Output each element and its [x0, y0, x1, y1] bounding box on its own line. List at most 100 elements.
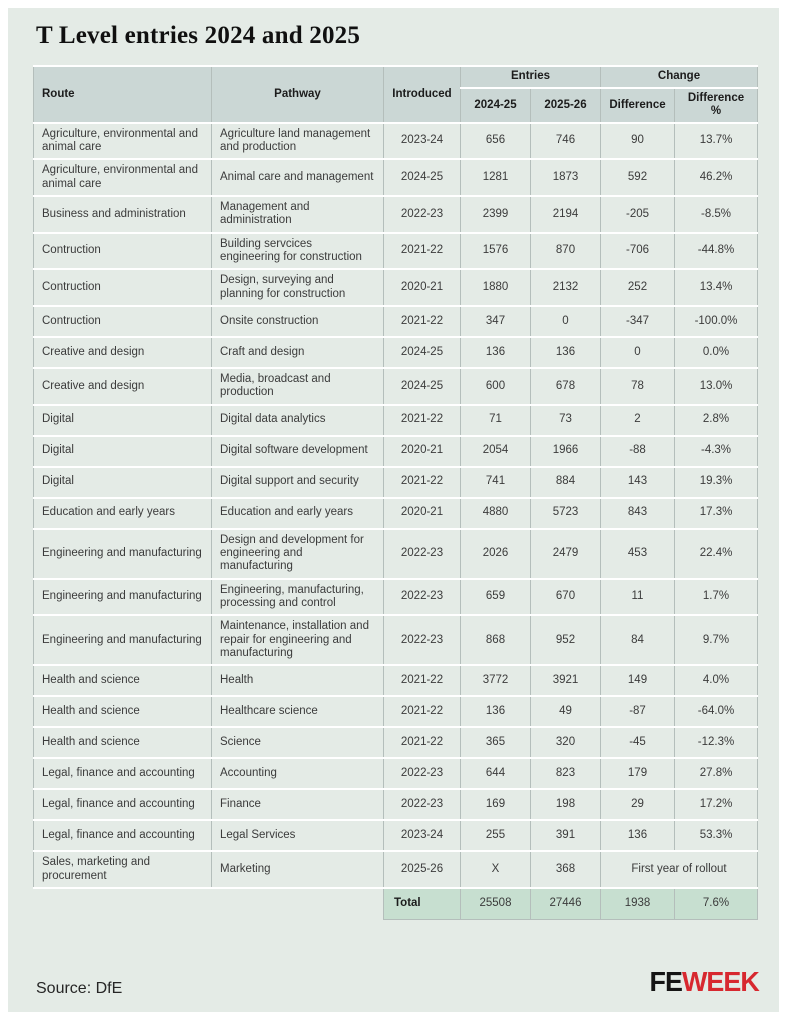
- feweek-logo-fe: FE: [649, 966, 683, 997]
- entries-2024-25-cell: 169: [460, 788, 531, 822]
- entries-2025-26-cell: 823: [530, 757, 601, 791]
- entries-2024-25-cell: 255: [460, 819, 531, 853]
- route-cell: Engineering and manufacturing: [33, 614, 212, 667]
- entries-2025-26-cell: 884: [530, 465, 601, 499]
- table-row: Creative and design Media, broadcast and …: [33, 366, 759, 406]
- route-cell: Agriculture, environmental and animal ca…: [33, 158, 212, 197]
- total-difference-cell: 1938: [600, 887, 675, 921]
- entries-2025-26-cell: 73: [530, 403, 601, 437]
- route-cell: Sales, marketing and procurement: [33, 850, 212, 889]
- pathway-cell: Health: [211, 664, 384, 698]
- table-row: Digital Digital data analytics 2021-22 71 73…: [33, 403, 759, 437]
- entries-2025-26-cell: 1873: [530, 158, 601, 197]
- introduced-cell: 2020-21: [383, 496, 461, 530]
- pathway-cell: Education and early years: [211, 496, 384, 530]
- difference-pct-cell: 4.0%: [673, 664, 759, 698]
- entries-2025-26-cell: 320: [530, 726, 601, 760]
- introduced-cell: 2022-23: [383, 527, 461, 580]
- route-cell: Legal, finance and accounting: [33, 819, 212, 853]
- pathway-cell: Marketing: [211, 850, 384, 889]
- pathway-cell: Digital software development: [211, 434, 384, 468]
- difference-pct-cell: 17.2%: [673, 788, 759, 822]
- source-credit: Source: DfE: [36, 980, 123, 997]
- t-level-entries-table: Route Pathway Introduced Entries Change …: [33, 65, 759, 921]
- entries-2025-26-cell: 391: [530, 819, 601, 853]
- difference-cell: -706: [600, 231, 675, 271]
- route-cell: Engineering and manufacturing: [33, 577, 212, 617]
- route-cell: Digital: [33, 403, 212, 437]
- column-group-change: Change: [599, 65, 759, 89]
- pathway-cell: Digital support and security: [211, 465, 384, 499]
- difference-cell: 179: [600, 757, 675, 791]
- difference-cell: 0: [600, 335, 675, 369]
- column-header-pathway: Pathway: [211, 65, 384, 124]
- route-cell: Legal, finance and accounting: [33, 788, 212, 822]
- introduced-cell: 2023-24: [383, 819, 461, 853]
- pathway-cell: Engineering, manufacturing, processing a…: [211, 577, 384, 617]
- route-cell: Agriculture, environmental and animal ca…: [33, 121, 212, 161]
- difference-pct-cell: 17.3%: [673, 496, 759, 530]
- route-cell: Engineering and manufacturing: [33, 527, 212, 580]
- table-canvas: T Level entries 2024 and 2025 Route Path…: [8, 8, 779, 1012]
- header-sub-row: 2024-25 2025-26 Difference Difference %: [34, 87, 759, 124]
- route-cell: Education and early years: [33, 496, 212, 530]
- introduced-cell: 2022-23: [383, 614, 461, 667]
- table-footer: Total 25508 27446 1938 7.6%: [34, 887, 759, 921]
- entries-2024-25-cell: 1576: [460, 231, 531, 271]
- entries-2024-25-cell: 656: [460, 121, 531, 161]
- total-entries-2025-26-cell: 27446: [530, 887, 601, 921]
- introduced-cell: 2024-25: [383, 158, 461, 197]
- entries-2024-25-cell: 3772: [460, 664, 531, 698]
- difference-pct-cell: 13.7%: [673, 121, 759, 161]
- difference-pct-cell: -64.0%: [673, 695, 759, 729]
- column-header-introduced: Introduced: [383, 65, 461, 124]
- entries-2025-26-cell: 870: [530, 231, 601, 271]
- introduced-cell: 2021-22: [383, 231, 461, 271]
- total-row: Total 25508 27446 1938 7.6%: [34, 887, 759, 921]
- difference-cell: 90: [600, 121, 675, 161]
- difference-cell: -347: [600, 304, 675, 338]
- difference-pct-cell: -12.3%: [673, 726, 759, 760]
- difference-pct-cell: 1.7%: [673, 577, 759, 617]
- entries-2025-26-cell: 49: [530, 695, 601, 729]
- pathway-cell: Design and development for engineering a…: [211, 527, 384, 580]
- difference-cell: 2: [600, 403, 675, 437]
- entries-2025-26-cell: 3921: [530, 664, 601, 698]
- entries-2025-26-cell: 746: [530, 121, 601, 161]
- route-cell: Contruction: [33, 231, 212, 271]
- pathway-cell: Digital data analytics: [211, 403, 384, 437]
- table-row: Digital Digital software development 2020-…: [33, 434, 759, 468]
- introduced-cell: 2021-22: [383, 403, 461, 437]
- page-title: T Level entries 2024 and 2025: [36, 22, 361, 49]
- difference-pct-cell: -100.0%: [673, 304, 759, 338]
- entries-2024-25-cell: 659: [460, 577, 531, 617]
- difference-cell: -205: [600, 194, 675, 234]
- feweek-logo: FEWEEK: [649, 966, 760, 998]
- difference-cell: 453: [600, 527, 675, 580]
- total-row-blank-cell: [34, 888, 384, 920]
- entries-2025-26-cell: 678: [530, 366, 601, 406]
- difference-cell: 78: [600, 366, 675, 406]
- introduced-cell: 2020-21: [383, 434, 461, 468]
- entries-2024-25-cell: 2399: [460, 194, 531, 234]
- entries-2024-25-cell: 644: [460, 757, 531, 791]
- entries-2025-26-cell: 2479: [530, 527, 601, 580]
- difference-cell: 84: [600, 614, 675, 667]
- introduced-cell: 2024-25: [383, 366, 461, 406]
- table-header: Route Pathway Introduced Entries Change …: [33, 65, 759, 124]
- pathway-cell: Maintenance, installation and repair for…: [211, 614, 384, 667]
- pathway-cell: Healthcare science: [211, 695, 384, 729]
- entries-2024-25-cell: 347: [460, 304, 531, 338]
- column-header-2025-26: 2025-26: [530, 87, 601, 124]
- difference-pct-cell: 53.3%: [673, 819, 759, 853]
- entries-2024-25-cell: 4880: [460, 496, 531, 530]
- table-row: Engineering and manufacturing Maintenance…: [33, 614, 759, 667]
- difference-cell: 29: [600, 788, 675, 822]
- column-group-entries: Entries: [460, 65, 601, 89]
- route-cell: Health and science: [33, 695, 212, 729]
- introduced-cell: 2021-22: [383, 695, 461, 729]
- pathway-cell: Science: [211, 726, 384, 760]
- introduced-cell: 2025-26: [383, 850, 461, 889]
- entries-2024-25-cell: 136: [460, 335, 531, 369]
- entries-2025-26-cell: 198: [530, 788, 601, 822]
